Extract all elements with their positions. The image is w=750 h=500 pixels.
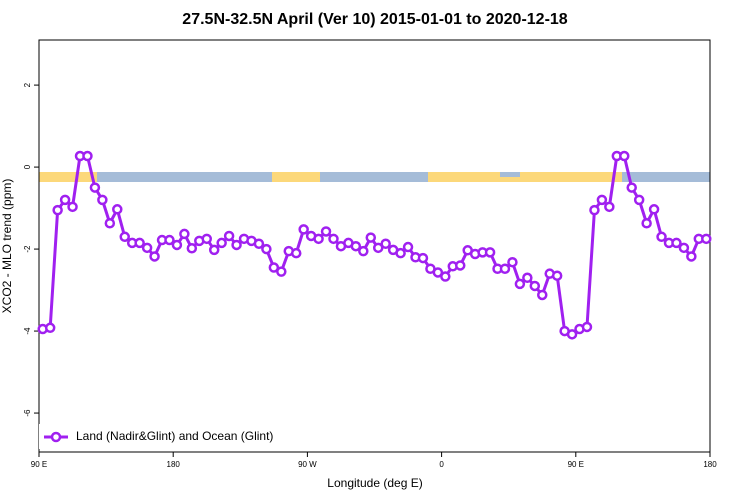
data-point	[268, 262, 280, 273]
x-axis-label: Longitude (deg E)	[327, 476, 422, 490]
data-point	[499, 263, 511, 275]
data-point	[671, 237, 682, 249]
data-point	[290, 247, 302, 259]
data-point	[581, 321, 593, 333]
plot-frame	[38, 39, 711, 453]
data-point	[395, 247, 406, 259]
data-point	[149, 251, 160, 262]
data-point	[164, 234, 175, 246]
x-tick-label: 180	[703, 460, 717, 469]
legend-marker	[50, 431, 62, 443]
data-point	[454, 260, 466, 271]
y-tick-label: 0	[23, 164, 32, 169]
data-point	[529, 280, 541, 292]
data-point	[223, 230, 235, 242]
data-point	[641, 217, 652, 229]
data-point	[141, 242, 153, 254]
data-point	[537, 289, 548, 301]
y-tick-label: -6	[23, 409, 32, 417]
data-point	[656, 231, 667, 243]
data-point	[119, 231, 130, 243]
legend	[39, 424, 284, 449]
land-band	[39, 172, 97, 182]
data-point	[320, 226, 332, 237]
data-point	[328, 233, 339, 245]
data-point	[253, 238, 265, 249]
y-tick-label: -4	[23, 327, 32, 335]
data-point	[678, 242, 690, 254]
data-point	[350, 240, 362, 252]
data-point	[514, 278, 526, 290]
legend-label: Land (Nadir&Glint) and Ocean (Glint)	[76, 429, 273, 443]
y-tick-label: 2	[23, 82, 32, 87]
data-point	[44, 322, 56, 334]
data-point	[313, 233, 324, 245]
data-point	[67, 201, 78, 213]
data-point	[134, 237, 145, 249]
data-point	[417, 252, 429, 264]
data-point	[633, 194, 645, 206]
data-point	[261, 243, 272, 255]
data-point	[701, 233, 712, 245]
data-point	[298, 224, 309, 235]
x-tick-label: 90 W	[298, 460, 317, 469]
data-point	[522, 272, 533, 284]
data-point	[171, 239, 183, 251]
data-point	[686, 251, 697, 262]
x-tick-label: 180	[167, 460, 181, 469]
data-point	[619, 150, 630, 162]
data-point	[566, 329, 578, 340]
ocean-band	[500, 172, 520, 177]
data-point	[380, 238, 391, 249]
x-tick-label: 90 E	[31, 460, 47, 469]
data-point	[89, 182, 101, 193]
data-point	[596, 194, 608, 206]
data-point	[589, 204, 600, 216]
data-point	[59, 194, 71, 206]
land-band	[272, 172, 320, 182]
data-point	[186, 243, 198, 254]
land-ocean-strip	[39, 172, 710, 182]
data-point	[52, 204, 63, 216]
data-point	[201, 233, 212, 245]
data-point	[648, 204, 660, 215]
data-point	[216, 237, 227, 249]
data-point	[440, 271, 451, 282]
data-point	[179, 228, 190, 240]
data-point	[208, 244, 220, 256]
data-point	[97, 194, 108, 206]
data-point	[82, 150, 93, 162]
data-point	[365, 232, 377, 243]
data-point	[372, 242, 384, 254]
chart-title: 27.5N-32.5N April (Ver 10) 2015-01-01 to…	[182, 11, 568, 28]
data-point	[432, 267, 444, 278]
data-point	[626, 182, 637, 193]
y-axis-label: XCO2 - MLO trend (ppm)	[0, 179, 14, 314]
data-point	[104, 217, 116, 229]
data-point	[604, 201, 615, 213]
data-point	[112, 204, 123, 215]
data-point	[231, 239, 242, 251]
data-point	[402, 241, 414, 253]
data-point	[507, 256, 518, 268]
x-tick-label: 90 E	[568, 460, 584, 469]
data-point	[276, 266, 287, 277]
data-point	[358, 245, 369, 257]
y-tick-label: -2	[23, 245, 32, 253]
data-point	[551, 270, 563, 281]
x-tick-label: 0	[439, 460, 444, 469]
land-band	[428, 172, 622, 182]
ocean-band	[39, 172, 710, 182]
data-point	[484, 247, 496, 258]
